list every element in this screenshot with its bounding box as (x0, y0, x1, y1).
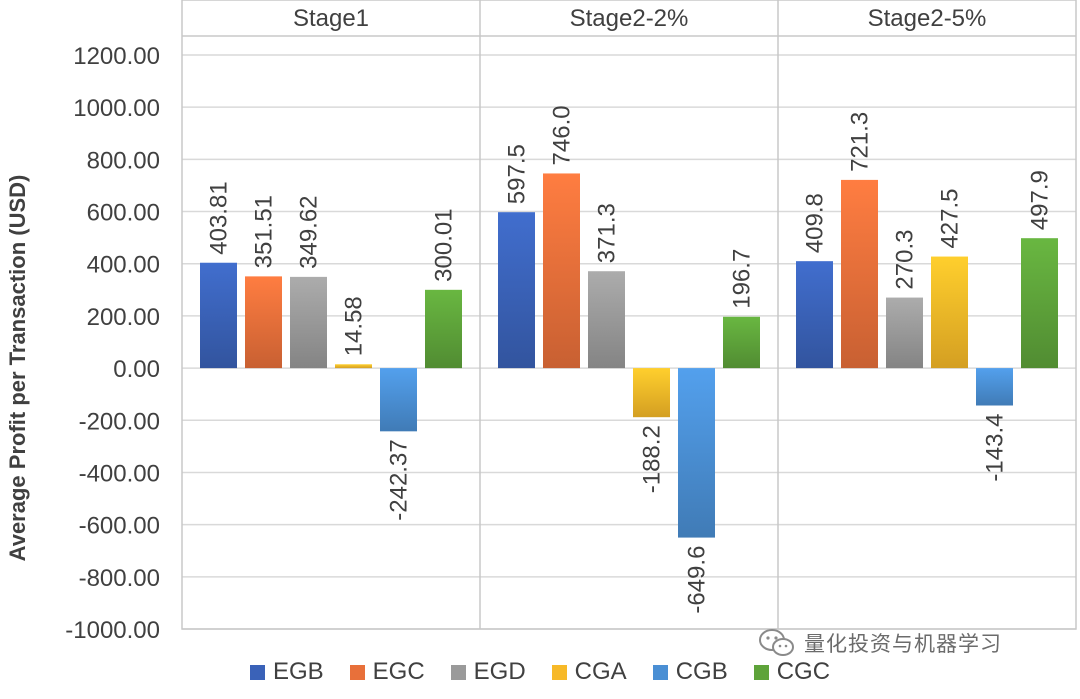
bar-cgc (723, 316, 760, 369)
data-label: -143.4 (982, 414, 1009, 482)
data-label: 300.01 (431, 208, 458, 281)
data-label: -188.2 (639, 425, 666, 493)
bar-egc (841, 179, 878, 369)
bar-cgc (425, 289, 462, 369)
plot-border (181, 0, 1077, 630)
watermark: 量化投资与机器学习 (758, 628, 1002, 658)
bar-egd (290, 276, 327, 369)
legend-swatch (652, 664, 668, 680)
panel-title: Stage2-5% (868, 5, 987, 32)
bar-cgc (1021, 238, 1058, 369)
y-tick-label: -1000.00 (65, 617, 160, 644)
legend-label: CGA (574, 658, 627, 685)
y-tick-label: 600.00 (87, 200, 160, 227)
legend-label: EGD (473, 658, 526, 685)
legend-swatch (450, 664, 466, 680)
legend-label: CGC (776, 658, 831, 685)
data-label: 427.5 (937, 188, 964, 248)
watermark-text: 量化投资与机器学习 (804, 632, 1002, 656)
data-label: 746.0 (549, 105, 576, 165)
legend-label: CGB (675, 658, 728, 685)
y-tick-label: 200.00 (87, 304, 160, 331)
bar-cga (931, 256, 968, 369)
bar-egb (796, 261, 833, 369)
legend-item-cgb: CGB (652, 658, 728, 686)
y-tick-label: -800.00 (79, 565, 160, 592)
bar-cga (335, 364, 372, 369)
data-label: -242.37 (386, 439, 413, 520)
y-axis-title: Average Profit per Transaction (USD) (5, 175, 30, 562)
panel-title: Stage1 (293, 5, 369, 32)
legend-label: EGB (272, 658, 324, 685)
y-tick-label: 0.00 (113, 356, 160, 383)
bar-egb (498, 212, 535, 369)
bar-egc (543, 173, 580, 369)
bar-egc (245, 276, 282, 369)
bar-cgb (678, 368, 715, 538)
data-label: 349.62 (296, 195, 323, 268)
data-label: -649.6 (684, 546, 711, 614)
y-tick-label: -200.00 (79, 408, 160, 435)
data-label: 403.81 (206, 181, 233, 254)
data-label: 351.51 (251, 195, 278, 268)
y-tick-label: 1200.00 (73, 43, 160, 70)
y-tick-label: 800.00 (87, 147, 160, 174)
panel-title: Stage2-2% (570, 5, 689, 32)
legend-item-cgc: CGC (753, 658, 831, 686)
legend-swatch (551, 664, 567, 680)
y-tick-label: -600.00 (79, 513, 160, 540)
bar-cgb (976, 368, 1013, 406)
y-tick-label: -400.00 (79, 460, 160, 487)
data-label: 371.3 (594, 203, 621, 263)
legend-swatch (349, 664, 365, 680)
data-label: 270.3 (892, 230, 919, 290)
bar-cgb (380, 368, 417, 432)
data-label: 409.8 (802, 193, 829, 253)
legend-item-egb: EGB (249, 658, 324, 686)
bar-egb (200, 262, 237, 369)
y-tick-label: 400.00 (87, 252, 160, 279)
bar-cga (633, 368, 670, 418)
data-label: 597.5 (504, 144, 531, 204)
bar-egd (886, 297, 923, 369)
data-label: 14.58 (341, 296, 368, 356)
data-label: 196.7 (729, 249, 756, 309)
y-tick-label: 1000.00 (73, 95, 160, 122)
wechat-icon (759, 629, 794, 656)
legend-swatch (753, 664, 769, 680)
legend-swatch (249, 664, 265, 680)
legend-item-egd: EGD (450, 658, 526, 686)
legend-label: EGC (372, 658, 425, 685)
data-label: 721.3 (847, 112, 874, 172)
legend: EGB EGC EGD CGA CGB CGC (0, 658, 1080, 686)
bar-egd (588, 271, 625, 369)
legend-item-cga: CGA (551, 658, 627, 686)
legend-item-egc: EGC (349, 658, 425, 686)
data-label: 497.9 (1027, 170, 1054, 230)
